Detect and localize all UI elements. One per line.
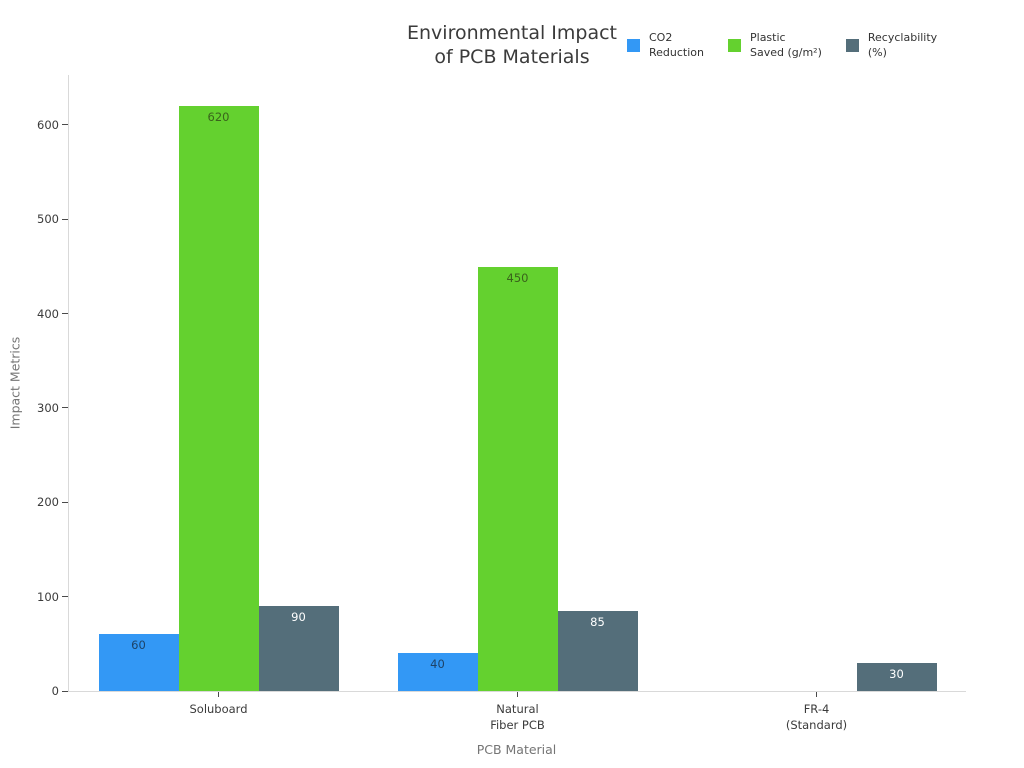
x-tick-label: FR-4 (Standard)	[785, 702, 848, 732]
y-tick-label: 200	[37, 495, 59, 510]
bar-value-label: 30	[889, 666, 904, 681]
chart-title: Environmental Impact of PCB Materials	[407, 22, 617, 68]
bar-value-label: 620	[207, 110, 230, 125]
bar-plastic-saved-0: 620	[178, 106, 259, 691]
x-tick-mark	[218, 692, 219, 697]
legend-swatch-co2-reduction	[627, 38, 640, 52]
y-tick-mark	[62, 407, 68, 409]
bar-co2-reduction-1: 40	[397, 653, 478, 691]
y-tick-mark	[62, 596, 68, 598]
y-tick-label: 400	[37, 306, 59, 321]
x-tick-mark	[816, 692, 817, 697]
y-tick-mark	[62, 501, 68, 503]
legend-label-co2-reduction: CO2 Reduction	[649, 31, 704, 59]
legend-swatch-recyclability	[845, 38, 859, 52]
bar-recyclability-0: 90	[258, 606, 339, 691]
y-tick-label: 100	[37, 589, 59, 604]
legend-label-plastic-saved: Plastic Saved (g/m²)	[750, 31, 822, 59]
plot-area: 0 100 200 300 400 500 600 Soluboard Natural Fibe…	[37, 75, 966, 732]
bar-value-label: 40	[430, 657, 445, 672]
y-tick-mark	[62, 690, 68, 692]
x-axis-title: PCB Material	[476, 742, 557, 757]
y-tick-mark	[62, 313, 68, 315]
bar-co2-reduction-0: 60	[98, 634, 179, 691]
legend-item-recyclability: Recyclability (%)	[845, 30, 938, 60]
bar-value-label: 450	[506, 270, 529, 285]
x-tick-mark	[517, 692, 518, 697]
legend-label-recyclability: Recyclability (%)	[867, 31, 938, 59]
bar-recyclability-1: 85	[557, 610, 638, 691]
bar-value-label: 60	[131, 638, 146, 653]
y-tick-mark	[62, 124, 68, 126]
y-tick-label: 300	[37, 400, 59, 415]
y-tick-label: 0	[51, 684, 59, 698]
y-tick-mark	[62, 218, 68, 220]
y-tick-label: 500	[37, 212, 59, 227]
legend-swatch-plastic-saved	[728, 38, 741, 52]
legend-item-plastic-saved: Plastic Saved (g/m²)	[728, 30, 822, 60]
bar-recyclability-2: 30	[856, 662, 937, 691]
legend-item-co2-reduction: CO2 Reduction	[627, 30, 704, 60]
bar-value-label: 85	[590, 614, 605, 629]
x-tick-label: Natural Fiber PCB	[490, 702, 545, 732]
y-tick-label: 600	[37, 117, 59, 132]
x-tick-label: Soluboard	[189, 702, 248, 716]
bar-plastic-saved-1: 450	[477, 266, 558, 691]
legend: CO2 Reduction Plastic Saved (g/m²) Recycla…	[627, 30, 937, 60]
bar-value-label: 90	[291, 610, 306, 625]
